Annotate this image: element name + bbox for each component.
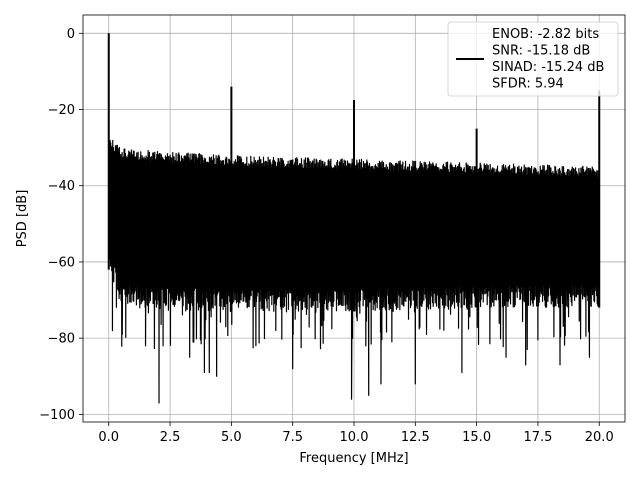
x-tick-label: 0.0 [98, 430, 119, 445]
y-axis-label: PSD [dB] [15, 190, 30, 248]
data-series [107, 33, 601, 404]
legend-entry-text: SNR: -15.18 dB [492, 44, 590, 59]
x-tick-label: 12.5 [401, 430, 430, 445]
y-tick-label: −80 [48, 332, 75, 347]
y-tick-label: −100 [39, 408, 75, 423]
x-tick-label: 5.0 [221, 430, 242, 445]
legend-entry-text: ENOB: -2.82 bits [492, 27, 599, 42]
x-tick-label: 7.5 [282, 430, 303, 445]
ticks: 0.0 2.5 5.0 7.5 10.0 12.5 15.0 17.5 20.0 0 −20 −40 −… [39, 27, 613, 445]
y-tick-label: 0 [67, 27, 75, 42]
y-tick-label: −60 [48, 255, 75, 270]
x-tick-label: 17.5 [523, 430, 552, 445]
x-tick-label: 15.0 [462, 430, 491, 445]
x-tick-label: 2.5 [160, 430, 181, 445]
y-tick-label: −40 [48, 179, 75, 194]
legend-entry-text: SFDR: 5.94 [492, 77, 564, 92]
legend-entry-text: SINAD: -15.24 dB [492, 60, 604, 75]
legend-box [447, 21, 619, 97]
x-axis-label: Frequency [MHz] [299, 451, 408, 466]
x-tick-label: 20.0 [585, 430, 614, 445]
y-tick-label: −20 [48, 103, 75, 118]
x-tick-label: 10.0 [340, 430, 369, 445]
